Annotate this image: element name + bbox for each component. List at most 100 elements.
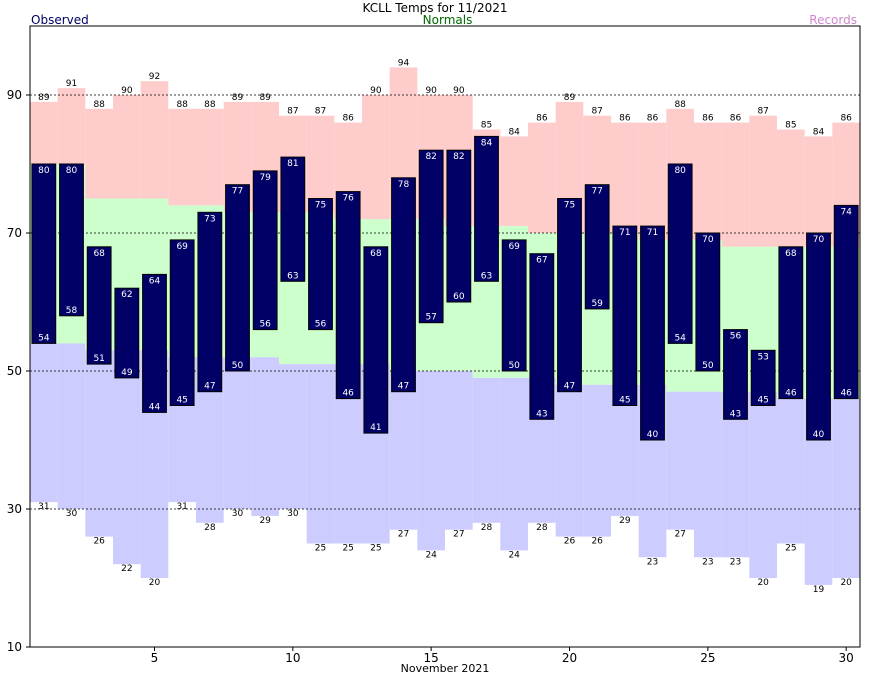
x-tick-label: 30: [839, 651, 854, 665]
observed-high-label: 77: [591, 187, 602, 197]
record-high-label: 90: [453, 86, 465, 96]
observed-bar: [363, 246, 389, 434]
observed-low-label: 46: [342, 389, 354, 399]
observed-low-label: 54: [38, 333, 50, 343]
record-low-label: 25: [342, 544, 353, 554]
record-low-label: 26: [591, 537, 603, 547]
record-low-label: 20: [840, 578, 852, 588]
observed-low-label: 46: [840, 389, 852, 399]
record-high-label: 86: [702, 114, 714, 124]
record-low-label: 24: [508, 550, 520, 560]
observed-high-label: 82: [453, 152, 464, 162]
record-low-label: 30: [232, 509, 244, 519]
observed-bar: [280, 156, 306, 282]
observed-high-label: 68: [370, 249, 382, 259]
record-low-label: 23: [730, 557, 741, 567]
record-high-label: 84: [813, 127, 825, 137]
record-high-band: [749, 115, 777, 247]
legend-records: Records: [809, 13, 857, 27]
record-high-band: [196, 108, 224, 206]
record-high-label: 88: [204, 100, 216, 110]
record-high-label: 86: [342, 114, 354, 124]
observed-bar: [806, 232, 831, 441]
record-high-label: 86: [536, 114, 548, 124]
record-low-band: [57, 343, 86, 509]
record-low-label: 19: [813, 585, 825, 595]
record-high-label: 87: [757, 107, 768, 117]
observed-bar: [557, 198, 582, 393]
x-axis-label: November 2021: [401, 662, 490, 675]
observed-high-label: 70: [702, 235, 714, 245]
record-high-band: [694, 122, 722, 240]
record-high-label: 92: [149, 72, 160, 82]
record-high-label: 87: [315, 107, 326, 117]
record-high-band: [362, 95, 390, 220]
observed-bar: [640, 225, 665, 441]
record-high-label: 85: [481, 121, 492, 131]
record-high-label: 90: [425, 86, 437, 96]
record-low-label: 20: [149, 578, 161, 588]
record-high-label: 90: [121, 86, 133, 96]
observed-low-label: 50: [508, 361, 520, 371]
record-low-band: [832, 398, 860, 578]
record-high-label: 86: [619, 114, 631, 124]
record-high-label: 89: [259, 93, 271, 103]
observed-low-label: 40: [647, 430, 659, 440]
record-high-band: [168, 108, 196, 206]
observed-bar: [474, 135, 499, 282]
record-high-label: 94: [398, 58, 410, 68]
record-low-label: 27: [398, 530, 409, 540]
record-low-label: 25: [785, 544, 796, 554]
record-high-band: [140, 81, 169, 199]
observed-bar: [695, 232, 721, 372]
observed-high-label: 78: [398, 180, 410, 190]
record-low-label: 26: [93, 537, 105, 547]
observed-bar: [584, 184, 610, 310]
legend-normals: Normals: [422, 13, 473, 27]
record-high-label: 85: [785, 121, 796, 131]
record-high-label: 89: [564, 93, 576, 103]
record-low-band: [472, 377, 501, 523]
record-high-label: 88: [674, 100, 686, 110]
observed-high-label: 64: [149, 276, 161, 286]
record-low-band: [666, 391, 694, 530]
observed-low-label: 50: [232, 361, 244, 371]
observed-high-label: 84: [481, 138, 493, 148]
observed-low-label: 47: [398, 382, 409, 392]
observed-low-label: 56: [315, 320, 327, 330]
x-tick-label: 10: [285, 651, 300, 665]
record-low-band: [85, 350, 113, 537]
record-high-band: [611, 122, 639, 233]
observed-high-label: 75: [564, 201, 575, 211]
record-low-label: 29: [259, 516, 271, 526]
record-low-band: [555, 384, 584, 537]
record-low-band: [583, 384, 611, 537]
record-low-label: 20: [757, 578, 769, 588]
observed-high-label: 69: [176, 242, 188, 252]
record-low-band: [611, 384, 639, 516]
record-high-band: [804, 136, 833, 247]
x-tick-label: 5: [151, 651, 159, 665]
observed-low-label: 41: [370, 423, 381, 433]
record-low-label: 22: [121, 564, 132, 574]
observed-low-label: 54: [674, 333, 686, 343]
record-low-band: [694, 391, 722, 558]
observed-bar: [501, 239, 527, 372]
record-high-band: [500, 136, 528, 227]
record-high-band: [777, 129, 805, 247]
observed-bar: [31, 163, 57, 344]
record-low-band: [445, 371, 473, 530]
y-tick-label: 70: [7, 226, 22, 240]
record-low-label: 28: [536, 523, 548, 533]
record-low-band: [389, 371, 418, 530]
record-high-label: 84: [508, 127, 520, 137]
observed-bar: [197, 211, 223, 393]
record-high-band: [721, 122, 750, 247]
record-low-label: 24: [425, 550, 437, 560]
record-low-band: [30, 343, 58, 503]
observed-bar: [142, 273, 167, 413]
observed-high-label: 81: [287, 159, 298, 169]
record-low-label: 29: [619, 516, 631, 526]
record-low-label: 25: [370, 544, 381, 554]
observed-low-label: 40: [813, 430, 825, 440]
